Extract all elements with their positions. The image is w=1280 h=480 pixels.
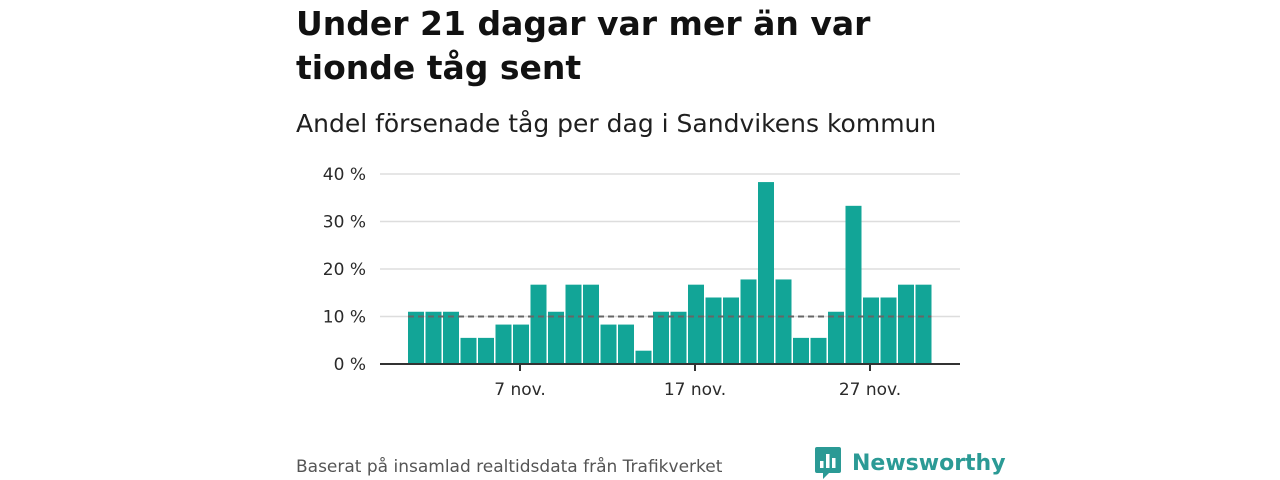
bar [600,324,617,364]
bar-chart: 0 % 10 % 20 % 30 % 40 % 7 nov. 17 nov. 27 nov. [323,165,960,400]
bar [530,284,547,364]
bar [898,284,914,364]
bars [408,182,932,364]
chart-subtitle: Andel försenade tåg per dag i Sandvikens… [296,109,937,138]
bar [758,182,774,364]
bar [810,337,827,364]
bar [915,284,932,364]
chart-title: Under 21 dagar var mer än var tionde tåg… [296,4,871,87]
y-tick-label: 30 % [323,213,366,233]
bar [478,337,494,364]
bar [513,324,529,364]
y-tick-label: 10 % [323,308,366,328]
y-tick-label: 0 % [334,355,366,375]
bar [740,279,757,364]
brand-name: Newsworthy [852,450,1006,476]
x-tick-label: 27 nov. [839,380,901,400]
y-tick-label: 40 % [323,165,366,185]
bar [408,311,424,364]
x-tick-label: 7 nov. [494,380,546,400]
y-tick-label: 20 % [323,260,366,280]
bar [653,311,669,364]
bar [495,324,512,364]
y-axis-tick-labels: 0 % 10 % 20 % 30 % 40 % [323,165,366,375]
newsworthy-logo-icon [815,447,841,479]
bar [618,324,634,364]
bar [565,284,582,364]
bar [670,311,687,364]
bar [880,297,897,364]
bar [863,297,879,364]
bar [793,337,809,364]
bar [425,311,442,364]
bar [688,284,704,364]
bar [723,297,739,364]
bar [828,311,844,364]
bar [443,311,459,364]
x-axis-tick-labels: 7 nov. 17 nov. 27 nov. [494,364,901,400]
bar [635,350,652,364]
brand-logo-block: Newsworthy [814,446,1006,480]
bar [548,311,564,364]
bar [583,284,599,364]
bar [705,297,722,364]
bar [845,205,862,364]
bar [775,279,792,364]
grid-lines [380,173,960,318]
x-tick-label: 17 nov. [664,380,726,400]
source-note: Baserat på insamlad realtidsdata från Tr… [296,457,723,477]
bar [460,337,477,364]
